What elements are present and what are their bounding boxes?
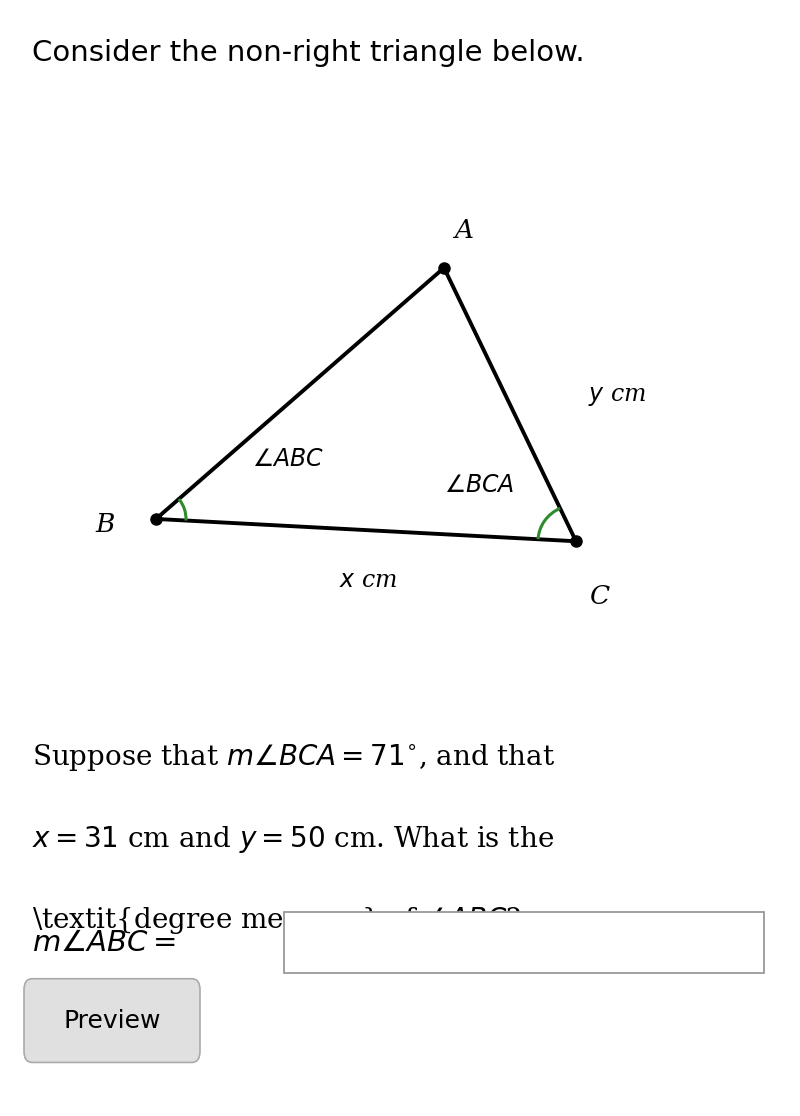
FancyBboxPatch shape: [24, 979, 200, 1062]
Text: Consider the non-right triangle below.: Consider the non-right triangle below.: [32, 39, 585, 67]
Text: \textit{degree measure} of $\angle ABC$?: \textit{degree measure} of $\angle ABC$?: [32, 905, 522, 936]
FancyBboxPatch shape: [284, 912, 764, 973]
Text: $y$ cm: $y$ cm: [588, 385, 646, 407]
Text: B: B: [95, 512, 114, 537]
Text: Suppose that $m\angle BCA = 71^{\circ}$, and that: Suppose that $m\angle BCA = 71^{\circ}$,…: [32, 742, 555, 773]
Text: C: C: [590, 584, 610, 608]
Text: $\angle ABC$: $\angle ABC$: [252, 448, 324, 471]
Text: $m\angle ABC =$: $m\angle ABC =$: [32, 929, 176, 958]
Text: A: A: [454, 219, 473, 243]
Text: $x = 31$ cm and $y = 50$ cm. What is the: $x = 31$ cm and $y = 50$ cm. What is the: [32, 824, 554, 855]
Text: $\angle BCA$: $\angle BCA$: [444, 473, 514, 497]
Text: $x$ cm: $x$ cm: [339, 569, 397, 593]
Text: Preview: Preview: [63, 1009, 161, 1032]
